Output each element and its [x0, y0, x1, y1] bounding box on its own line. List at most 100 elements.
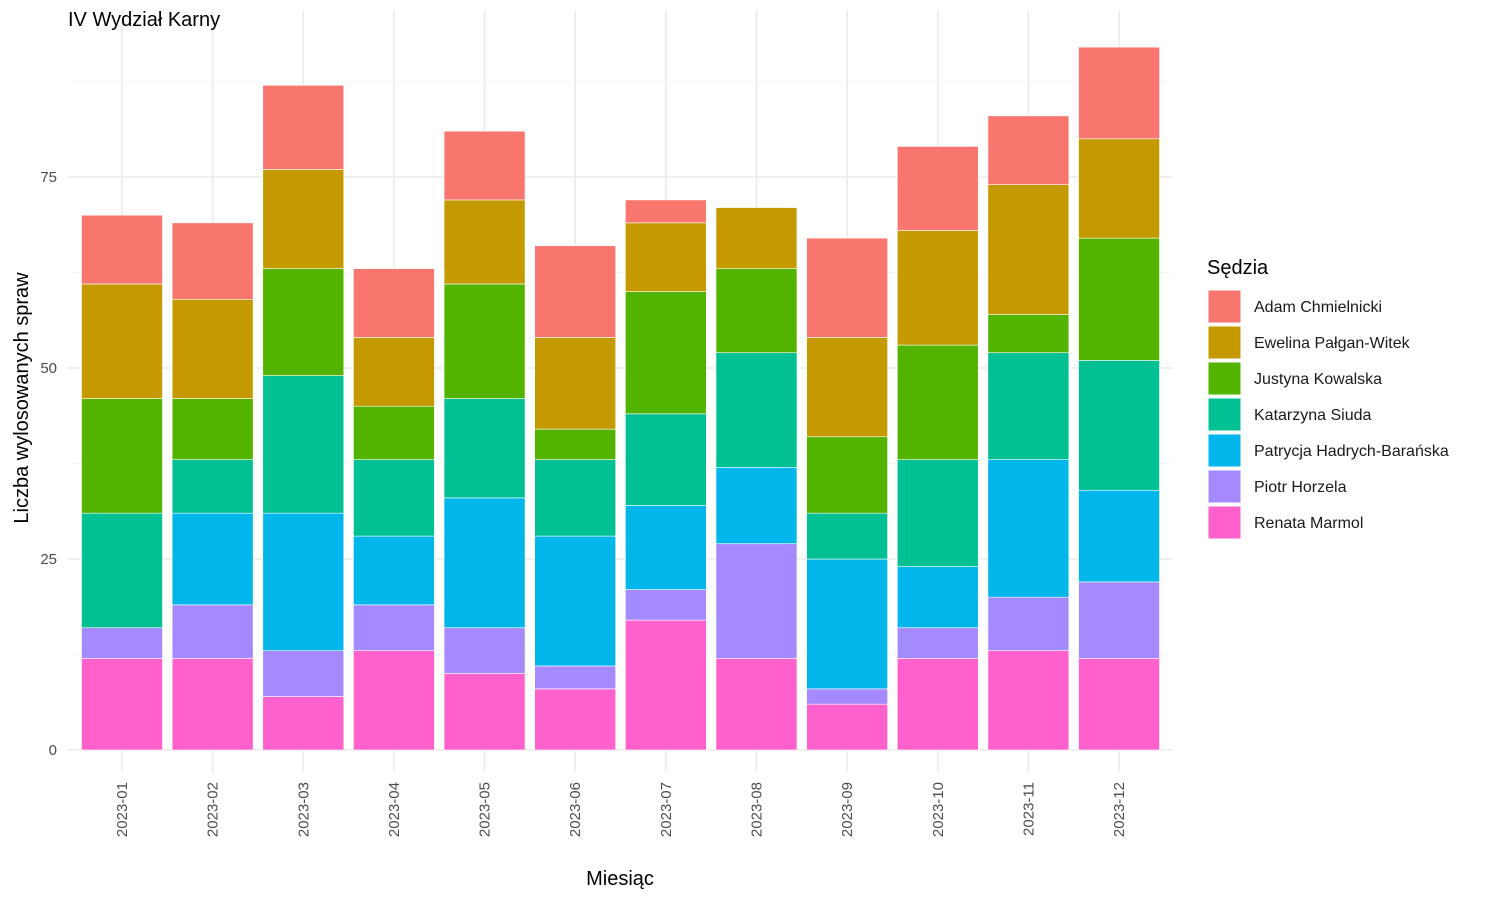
bar-segment: [171, 398, 254, 460]
legend-swatch: [1207, 289, 1242, 324]
legend-title: Sędzia: [1207, 257, 1269, 279]
bar-segment: [896, 627, 979, 659]
bar-segment: [806, 558, 888, 690]
x-tick-label: 2023-03: [295, 782, 312, 837]
legend-item: Adam Chmielnicki: [1207, 289, 1382, 324]
bar-segment: [715, 467, 798, 545]
legend-label: Renata Marmol: [1254, 515, 1363, 532]
bar-segment: [262, 375, 345, 514]
bar-segment: [353, 650, 435, 751]
legend-item: Katarzyna Siuda: [1207, 397, 1372, 432]
x-tick-label: 2023-09: [839, 782, 856, 837]
y-tick-label: 50: [40, 360, 57, 377]
legend-item: Patrycja Hadrych-Barańska: [1207, 433, 1449, 468]
bar-segment: [262, 512, 345, 651]
bar-segment: [896, 459, 979, 567]
bar-segment: [534, 337, 617, 430]
bar-segment: [715, 268, 798, 354]
x-tick-label: 2023-01: [114, 782, 131, 837]
bar-segment: [896, 566, 979, 629]
bar-segment: [534, 245, 617, 338]
bar-segment: [1078, 46, 1160, 140]
bar-segment: [987, 596, 1070, 651]
bar-segment: [534, 428, 617, 460]
bar-stack: [987, 115, 1070, 751]
y-axis-title: Liczba wylosowanych spraw: [11, 272, 33, 524]
bar-segment: [353, 459, 435, 537]
y-tick-label: 75: [40, 169, 57, 186]
bar-segment: [81, 283, 163, 399]
x-axis-ticks: 2023-01 2023-02 2023-03 2023-04 2023-05 2023-…: [114, 782, 1128, 837]
legend-swatch: [1207, 361, 1242, 396]
bar-stack: [715, 207, 798, 751]
bar-segment: [625, 505, 707, 590]
x-axis-title: Miesiąc: [586, 868, 654, 890]
y-tick-label: 0: [49, 742, 57, 759]
bar-segment: [81, 398, 163, 514]
bar-segment: [625, 199, 707, 224]
bar-segment: [987, 184, 1070, 315]
legend-label: Katarzyna Siuda: [1254, 407, 1372, 424]
legend-item: Renata Marmol: [1207, 505, 1363, 540]
bar-segment: [715, 658, 798, 751]
bar-segment: [443, 283, 526, 399]
bar-stack: [262, 85, 345, 751]
bar-segment: [443, 627, 526, 674]
bar-segment: [353, 337, 435, 407]
bar-segment: [262, 696, 345, 751]
bar-segment: [262, 169, 345, 269]
bar-segment: [625, 413, 707, 506]
bar-segment: [534, 459, 617, 537]
bar-segment: [81, 214, 163, 285]
bar-segment: [896, 230, 979, 346]
legend-swatch: [1207, 469, 1242, 504]
x-tick-label: 2023-06: [567, 782, 584, 837]
bar-segment: [353, 268, 435, 338]
bar-segment: [806, 688, 888, 705]
legend-label: Piotr Horzela: [1254, 479, 1347, 496]
bar-segment: [262, 650, 345, 697]
bar-stack: [806, 237, 888, 751]
bar-segment: [715, 352, 798, 468]
bar-stack: [353, 268, 435, 751]
bar-segment: [806, 436, 888, 514]
bar-segment: [443, 398, 526, 499]
bar-segment: [443, 497, 526, 629]
bar-segment: [534, 688, 617, 751]
bar-segment: [806, 237, 888, 338]
bars: [81, 46, 1160, 751]
bar-segment: [81, 512, 163, 629]
legend-swatch: [1207, 397, 1242, 432]
bar-segment: [1078, 237, 1160, 361]
bar-segment: [81, 627, 163, 659]
y-tick-label: 25: [40, 551, 57, 568]
legend-label: Patrycja Hadrych-Barańska: [1254, 443, 1449, 460]
bar-segment: [987, 352, 1070, 460]
bar-segment: [625, 619, 707, 751]
bar-stack: [534, 245, 617, 751]
bar-segment: [262, 85, 345, 170]
bar-stack: [625, 199, 707, 751]
bar-segment: [715, 543, 798, 659]
bar-segment: [1078, 138, 1160, 239]
bar-segment: [171, 298, 254, 399]
legend-item: Ewelina Pałgan-Witek: [1207, 325, 1411, 360]
bar-segment: [171, 658, 254, 751]
legend-label: Ewelina Pałgan-Witek: [1254, 335, 1411, 352]
bar-segment: [987, 314, 1070, 354]
bar-segment: [353, 604, 435, 651]
bar-segment: [806, 703, 888, 751]
x-tick-label: 2023-11: [1020, 782, 1037, 836]
bar-segment: [262, 268, 345, 376]
bar-segment: [171, 604, 254, 659]
bar-segment: [443, 130, 526, 201]
bar-stack: [171, 222, 254, 751]
legend-swatch: [1207, 433, 1242, 468]
bar-segment: [81, 658, 163, 751]
legend-item: Piotr Horzela: [1207, 469, 1347, 504]
chart-title: IV Wydział Karny: [68, 9, 220, 31]
bar-stack: [1078, 46, 1160, 751]
bar-segment: [1078, 360, 1160, 491]
bar-segment: [987, 650, 1070, 751]
bar-segment: [443, 199, 526, 285]
